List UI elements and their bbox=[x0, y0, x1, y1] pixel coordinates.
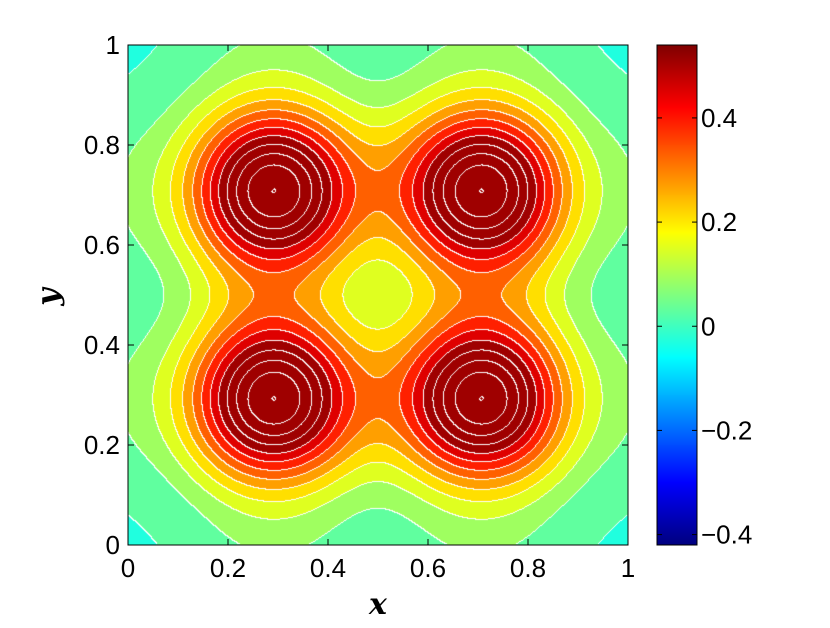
colorbar-tick-label: −0.2 bbox=[701, 415, 752, 445]
colorbar-frame bbox=[656, 44, 698, 546]
colorbar-tick-label: 0 bbox=[701, 311, 715, 341]
x-axis: 0 0.2 0.4 0.6 0.8 1 bbox=[121, 45, 635, 583]
x-tick-label: 0 bbox=[121, 553, 135, 583]
colorbar: −0.4 −0.2 0 0.2 0.4 bbox=[656, 44, 752, 550]
x-tick-label: 0.6 bbox=[410, 553, 446, 583]
y-tick-label: 0.2 bbox=[84, 430, 120, 460]
contour-fill bbox=[128, 45, 628, 545]
x-tick-label: 1 bbox=[621, 553, 635, 583]
plot-area bbox=[127, 44, 629, 546]
y-tick-label: 0.8 bbox=[84, 130, 120, 160]
x-tick-label: 0.4 bbox=[310, 553, 346, 583]
x-tick-label: 0.8 bbox=[510, 553, 546, 583]
y-axis: 0 0.2 0.4 0.6 0.8 1 bbox=[84, 30, 628, 560]
y-tick-label: 0.6 bbox=[84, 230, 120, 260]
x-tick-label: 0.2 bbox=[210, 553, 246, 583]
y-tick-label: 0.4 bbox=[84, 330, 120, 360]
y-tick-label: 1 bbox=[106, 30, 120, 60]
colorbar-gradient bbox=[657, 45, 697, 545]
colorbar-ticks: −0.4 −0.2 0 0.2 0.4 bbox=[657, 103, 752, 550]
colorbar-tick-label: 0.2 bbox=[701, 207, 737, 237]
x-axis-label: x bbox=[368, 587, 388, 622]
plot-frame bbox=[127, 44, 629, 546]
colorbar-tick-label: 0.4 bbox=[701, 103, 737, 133]
y-tick-label: 0 bbox=[106, 530, 120, 560]
colorbar-tick-label: −0.4 bbox=[701, 520, 752, 550]
y-axis-label: y bbox=[31, 286, 66, 307]
